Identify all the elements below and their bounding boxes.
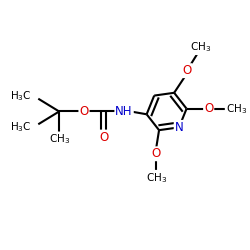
Text: CH$_3$: CH$_3$ (190, 40, 211, 54)
Text: H$_3$C: H$_3$C (10, 120, 32, 134)
Text: N: N (175, 121, 184, 134)
Text: CH$_3$: CH$_3$ (48, 132, 70, 146)
Text: O: O (204, 102, 213, 115)
Text: CH$_3$: CH$_3$ (226, 102, 247, 116)
Text: O: O (79, 105, 88, 118)
Text: O: O (152, 147, 161, 160)
Text: CH$_3$: CH$_3$ (146, 171, 167, 184)
Text: O: O (182, 64, 192, 77)
Text: NH: NH (115, 105, 133, 118)
Text: H$_3$C: H$_3$C (10, 89, 32, 103)
Text: O: O (99, 130, 108, 143)
